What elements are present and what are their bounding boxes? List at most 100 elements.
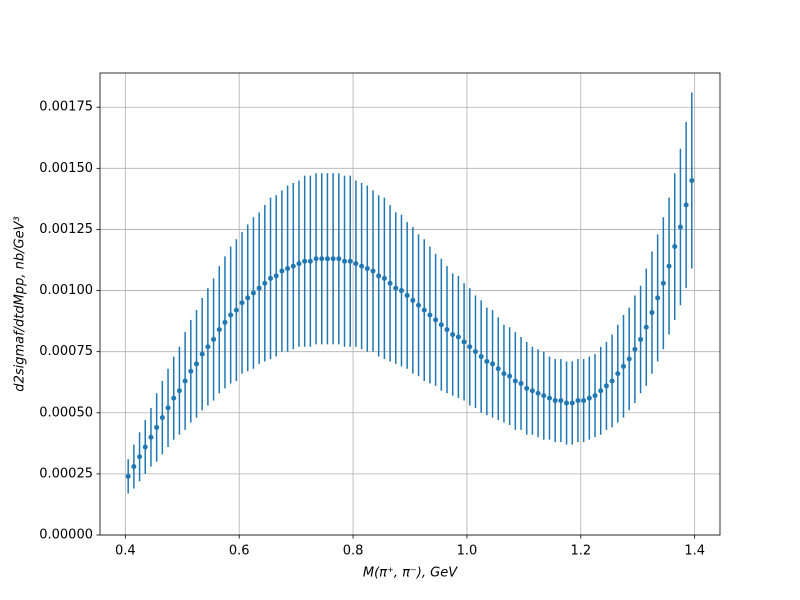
data-point xyxy=(444,327,450,333)
data-point xyxy=(524,385,530,391)
data-point xyxy=(609,378,615,384)
data-point xyxy=(478,354,484,360)
data-point xyxy=(199,351,205,357)
data-point xyxy=(336,256,342,262)
x-axis-label: M(π⁺, π⁻), GeV xyxy=(363,566,458,581)
axes-frame xyxy=(99,72,721,536)
y-axis-label: d2sigmaf/dtdMpp, nb/GeV³ xyxy=(13,216,28,391)
data-point xyxy=(461,339,467,345)
data-point xyxy=(188,368,194,374)
data-point xyxy=(131,464,137,470)
data-point xyxy=(285,266,291,272)
data-point xyxy=(222,319,228,325)
data-point xyxy=(558,398,564,404)
data-point xyxy=(307,258,313,264)
data-point xyxy=(518,380,524,386)
y-tick-label: 0.00175 xyxy=(39,100,93,115)
data-point xyxy=(643,324,649,330)
data-point xyxy=(268,275,274,281)
data-point xyxy=(455,334,461,340)
data-point xyxy=(256,285,262,291)
data-point xyxy=(541,393,547,399)
x-tick-label: 1.2 xyxy=(570,544,591,559)
y-tick-label: 0.00000 xyxy=(39,528,93,543)
data-point xyxy=(398,288,404,294)
data-point xyxy=(586,395,592,401)
data-point xyxy=(512,378,518,384)
data-point xyxy=(615,371,621,377)
data-point xyxy=(677,224,683,230)
data-point xyxy=(552,398,558,404)
data-point xyxy=(450,332,456,338)
data-point xyxy=(655,295,661,301)
data-point xyxy=(359,263,365,269)
data-point xyxy=(250,290,256,296)
data-point xyxy=(279,268,285,274)
data-point xyxy=(410,297,416,303)
data-point xyxy=(324,256,330,262)
data-point xyxy=(154,424,160,430)
data-point xyxy=(330,256,336,262)
data-point xyxy=(376,273,382,279)
data-point xyxy=(290,263,296,269)
data-point xyxy=(581,398,587,404)
data-point xyxy=(142,444,148,450)
data-point xyxy=(501,371,507,377)
data-point xyxy=(393,285,399,291)
y-tick-label: 0.00125 xyxy=(39,222,93,237)
y-tick-label: 0.00075 xyxy=(39,344,93,359)
data-point xyxy=(649,310,655,316)
data-point xyxy=(228,312,234,318)
data-point xyxy=(495,366,501,372)
data-point xyxy=(416,302,422,308)
data-point xyxy=(683,202,689,208)
data-point xyxy=(353,261,359,267)
data-point xyxy=(660,280,666,286)
data-point xyxy=(672,244,678,250)
data-point xyxy=(569,400,575,406)
data-point xyxy=(148,434,154,440)
x-tick-label: 1.4 xyxy=(684,544,705,559)
data-point xyxy=(233,307,239,313)
data-point xyxy=(159,415,165,421)
data-point xyxy=(490,361,496,367)
data-point xyxy=(564,400,570,406)
data-point xyxy=(296,261,302,267)
data-point xyxy=(302,258,308,264)
data-point xyxy=(427,312,433,318)
data-point xyxy=(165,405,171,411)
data-point xyxy=(137,454,143,460)
data-point xyxy=(666,263,672,269)
y-tick-label: 0.00025 xyxy=(39,466,93,481)
data-point xyxy=(507,373,513,379)
data-point xyxy=(125,473,131,479)
data-point xyxy=(433,317,439,323)
data-point xyxy=(535,390,541,396)
data-point xyxy=(387,280,393,286)
data-point xyxy=(182,378,188,384)
plot xyxy=(125,92,695,494)
data-point xyxy=(467,344,473,350)
data-point xyxy=(364,266,370,272)
data-point xyxy=(216,327,222,333)
data-point xyxy=(626,356,632,362)
data-point xyxy=(421,307,427,313)
x-tick-label: 1.0 xyxy=(457,544,478,559)
x-tick-label: 0.8 xyxy=(343,544,364,559)
data-point xyxy=(638,336,644,342)
data-point xyxy=(176,388,182,394)
data-point xyxy=(592,393,598,399)
y-tick-label: 0.00050 xyxy=(39,405,93,420)
grid xyxy=(100,73,720,536)
y-tick-label: 0.00150 xyxy=(39,161,93,176)
data-point xyxy=(689,178,695,184)
data-point xyxy=(319,256,325,262)
data-point xyxy=(381,275,387,281)
data-point xyxy=(245,295,251,301)
data-point xyxy=(194,361,200,367)
data-point xyxy=(205,344,211,350)
data-point xyxy=(239,300,245,306)
data-point xyxy=(529,388,535,394)
x-tick-label: 0.4 xyxy=(115,544,136,559)
data-point xyxy=(171,395,177,401)
